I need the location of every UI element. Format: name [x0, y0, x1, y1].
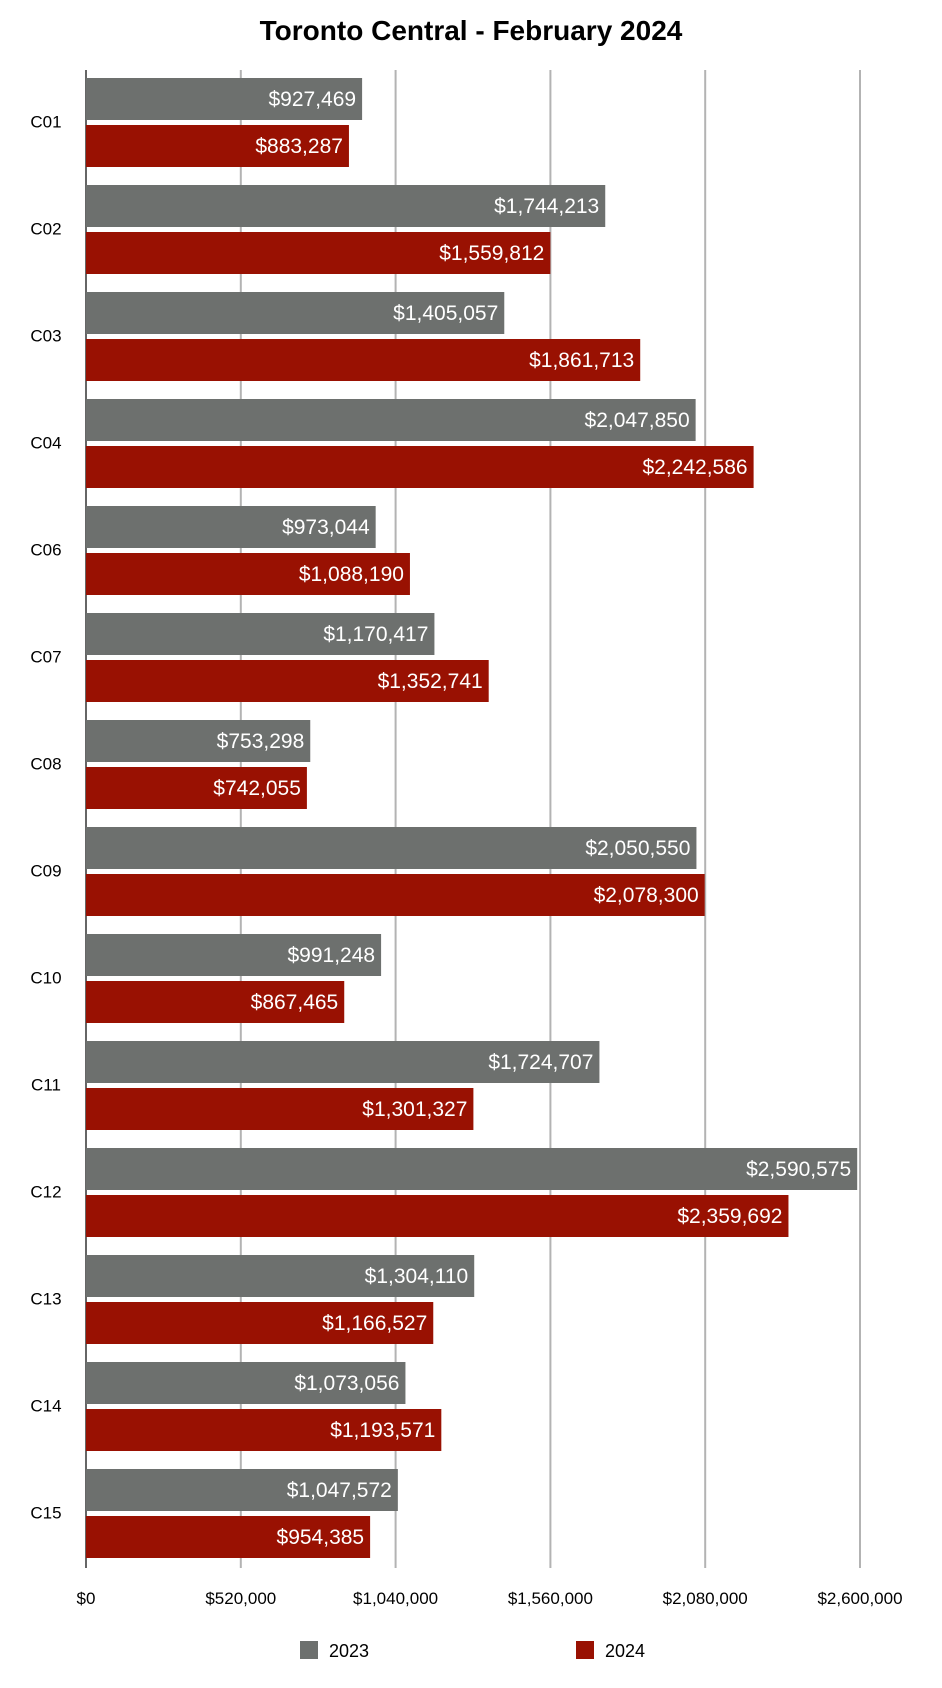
- category-label: C07: [30, 648, 61, 667]
- bar-2024-C11: [86, 1088, 474, 1130]
- category-label: C01: [30, 113, 61, 132]
- bar-2024-C03: [86, 339, 641, 381]
- bar-2024-C06: [86, 553, 410, 595]
- bar-2023-C08: [86, 720, 311, 762]
- category-label: C14: [30, 1397, 61, 1416]
- category-label: C03: [30, 327, 61, 346]
- data-label: $2,078,300: [594, 884, 699, 907]
- bar-2023-C01: [86, 78, 363, 120]
- data-label: $1,304,110: [365, 1265, 469, 1288]
- bar-2023-C03: [86, 292, 505, 334]
- data-label: $1,088,190: [299, 563, 404, 586]
- category-label: C10: [30, 969, 61, 988]
- category-label: C06: [30, 541, 61, 560]
- value-axis: $0 $520,000 $1,040,000 $1,560,000 $2,080,000…: [77, 1589, 903, 1608]
- data-label: $742,055: [213, 777, 301, 800]
- bar-2024-C15: [86, 1516, 371, 1558]
- data-label: $1,301,327: [362, 1098, 467, 1121]
- bar-2023-C14: [86, 1362, 406, 1404]
- x-tick-label: $1,040,000: [353, 1589, 438, 1608]
- bar-2024-C13: [86, 1302, 434, 1344]
- category-label: C02: [30, 220, 61, 239]
- bar-2024-C07: [86, 660, 489, 702]
- category-label: C08: [30, 755, 61, 774]
- legend-swatch: [576, 1641, 594, 1659]
- legend-swatch: [300, 1641, 318, 1659]
- data-label: $1,170,417: [323, 623, 428, 646]
- bar-2023-C11: [86, 1041, 600, 1083]
- data-label: $883,287: [255, 135, 343, 158]
- data-label: $991,248: [287, 944, 375, 967]
- data-label: $1,559,812: [439, 242, 544, 265]
- data-label: $1,744,213: [494, 195, 599, 218]
- x-tick-label: $2,080,000: [663, 1589, 748, 1608]
- bar-2024-C02: [86, 232, 551, 274]
- bar-2024-C14: [86, 1409, 442, 1451]
- bars: [86, 78, 858, 1558]
- bar-2023-C04: [86, 399, 696, 441]
- bar-2024-C01: [86, 125, 349, 167]
- category-label: C12: [30, 1183, 61, 1202]
- bar-2024-C04: [86, 446, 754, 488]
- category-label: C04: [30, 434, 61, 453]
- data-label: $1,166,527: [322, 1312, 427, 1335]
- data-label: $1,073,056: [294, 1372, 399, 1395]
- data-label: $867,465: [251, 991, 339, 1014]
- bar-2023-C12: [86, 1148, 858, 1190]
- bar-2023-C09: [86, 827, 697, 869]
- data-label: $2,047,850: [585, 409, 690, 432]
- category-label: C09: [30, 862, 61, 881]
- bar-2023-C15: [86, 1469, 398, 1511]
- category-axis: C01 C02 C03 C04 C06 C07 C08 C09 C10 C11 C12 C13 C14 C…: [30, 113, 61, 1523]
- bar-2023-C13: [86, 1255, 475, 1297]
- data-label: $2,050,550: [585, 837, 690, 860]
- category-label: C13: [30, 1290, 61, 1309]
- data-label: $927,469: [269, 88, 357, 111]
- data-label: $753,298: [217, 730, 305, 753]
- category-label: C11: [31, 1076, 61, 1095]
- chart-title: Toronto Central - February 2024: [260, 15, 683, 46]
- bar-2023-C10: [86, 934, 382, 976]
- x-tick-label: $520,000: [205, 1589, 276, 1608]
- x-tick-label: $1,560,000: [508, 1589, 593, 1608]
- data-label: $1,352,741: [378, 670, 483, 693]
- bar-2024-C10: [86, 981, 345, 1023]
- data-label: $2,590,575: [746, 1158, 851, 1181]
- data-label: $1,405,057: [393, 302, 498, 325]
- category-label: C15: [30, 1504, 61, 1523]
- bar-2023-C07: [86, 613, 435, 655]
- legend-label: 2024: [605, 1641, 645, 1661]
- bar-2024-C09: [86, 874, 705, 916]
- data-label: $1,861,713: [529, 349, 634, 372]
- bar-2023-C06: [86, 506, 376, 548]
- data-label: $1,047,572: [287, 1479, 392, 1502]
- x-tick-label: $0: [77, 1589, 96, 1608]
- data-label: $1,193,571: [330, 1419, 435, 1442]
- legend-label: 2023: [329, 1641, 369, 1661]
- data-label: $2,242,586: [642, 456, 747, 479]
- legend: 2023 2024: [300, 1641, 645, 1661]
- data-label: $1,724,707: [488, 1051, 593, 1074]
- data-label: $954,385: [277, 1526, 365, 1549]
- data-labels: $927,469 $883,287 $1,744,213 $1,559,812 $1,4…: [213, 88, 851, 1549]
- bar-2024-C12: [86, 1195, 789, 1237]
- bar-2023-C02: [86, 185, 606, 227]
- x-tick-label: $2,600,000: [817, 1589, 902, 1608]
- data-label: $2,359,692: [677, 1205, 782, 1228]
- bar-2024-C08: [86, 767, 307, 809]
- data-label: $973,044: [282, 516, 370, 539]
